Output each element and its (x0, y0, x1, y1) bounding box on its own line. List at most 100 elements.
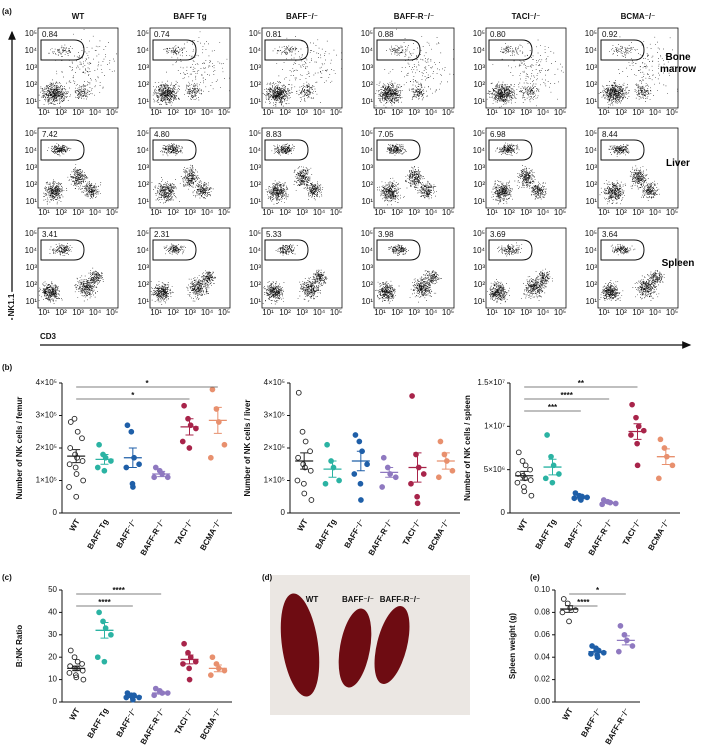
x-tick-label: BCMA⁻/⁻ (198, 707, 223, 742)
gate-percentage: 0.81 (266, 30, 282, 39)
flow-y-tick-label: 10⁵ (137, 129, 149, 138)
data-point (67, 647, 74, 654)
nk-gate (264, 139, 309, 161)
error-bar (605, 501, 614, 504)
flow-x-tick-label: 10¹ (262, 108, 274, 117)
data-point (364, 461, 370, 468)
data-point (74, 428, 81, 435)
flow-x-tick-label: 10¹ (150, 208, 162, 217)
flow-x-tick-label: 10⁵ (554, 208, 566, 217)
plot-frame (373, 227, 455, 309)
flow-y-tick-label: 10² (249, 80, 261, 89)
panel-label: (d) (262, 573, 273, 582)
error-bar (128, 694, 137, 699)
data-point (629, 401, 635, 408)
y-tick-label: 0 (53, 508, 58, 517)
error-bar (185, 654, 194, 665)
data-point (392, 474, 399, 481)
flow-y-tick-label: 10³ (249, 163, 261, 172)
nk-gate (264, 39, 309, 61)
y-tick-label: 0 (281, 508, 286, 517)
data-point (130, 696, 136, 703)
flow-y-tick-label: 10⁴ (249, 246, 262, 255)
plot-frame (373, 127, 455, 209)
flow-y-tick-label: 10³ (137, 63, 149, 72)
flow-x-tick-label: 10¹ (38, 208, 50, 217)
event-dots (486, 39, 564, 108)
flow-x-tick-label: 10⁴ (425, 308, 438, 317)
gate-percentage: 8.83 (266, 130, 282, 139)
data-point (73, 674, 80, 681)
data-point (295, 454, 301, 461)
flow-y-tick-label: 10¹ (25, 97, 37, 106)
data-point (549, 479, 556, 486)
x-tick-label: TACI⁻/⁻ (621, 518, 643, 547)
event-dots (375, 244, 442, 304)
plot-frame (37, 227, 119, 309)
gate-percentage: 3.64 (602, 230, 618, 239)
nk-gate (600, 39, 645, 61)
data-point (379, 484, 386, 490)
nk-gate (40, 139, 85, 161)
genotype-header: BAFF Tg (173, 12, 206, 21)
flow-y-tick-label: 10⁵ (25, 29, 37, 38)
error-bar (128, 447, 137, 468)
flow-y-tick-label: 10⁵ (137, 229, 149, 238)
genotype-header: BAFF⁻/⁻ (286, 12, 318, 21)
flow-x-tick-label: 10³ (408, 108, 420, 117)
nk-gate (600, 239, 645, 261)
data-point (308, 497, 315, 503)
flow-y-tick-label: 10¹ (249, 297, 261, 306)
flow-x-tick-label: 10⁵ (330, 108, 342, 117)
data-point (74, 454, 80, 461)
data-point (435, 474, 442, 481)
flow-y-tick-label: 10³ (361, 263, 373, 272)
flow-x-tick-label: 10² (615, 308, 627, 317)
y-tick-label: 50 (48, 585, 57, 594)
x-tick-label: BAFF⁻/⁻ (115, 518, 139, 550)
flow-y-tick-label: 10³ (249, 63, 261, 72)
flow-x-tick-label: 10² (279, 208, 291, 217)
flow-y-tick-label: 10⁵ (585, 29, 597, 38)
flow-x-tick-label: 10⁵ (666, 308, 678, 317)
flow-y-tick-label: 10² (473, 280, 485, 289)
data-point (629, 643, 636, 649)
x-tick-label: BAFF⁻/⁻ (343, 518, 367, 550)
spleen-photo (280, 593, 320, 697)
data-point (80, 477, 86, 484)
gate-percentage: 6.98 (490, 130, 506, 139)
data-point (181, 402, 187, 409)
y-axis-label: Spleen weight (g) (508, 613, 517, 680)
flow-x-tick-label: 10² (615, 108, 627, 117)
y-tick-label: 0 (53, 697, 58, 706)
data-point (79, 661, 85, 667)
flow-y-tick-label: 10³ (25, 163, 37, 172)
error-bar (300, 452, 309, 470)
data-point (414, 493, 420, 500)
x-tick-label: BAFF⁻/⁻ (563, 518, 587, 550)
data-point (515, 449, 522, 456)
x-tick-label: TACI⁻/⁻ (173, 518, 195, 547)
data-point (571, 495, 578, 502)
flow-x-tick-label: 10¹ (486, 308, 498, 317)
plot-frame (485, 127, 567, 209)
data-point (515, 471, 521, 477)
flow-y-tick-label: 10⁵ (25, 229, 37, 238)
flow-y-tick-label: 10³ (473, 63, 485, 72)
event-dots (375, 28, 454, 108)
nk-gate (376, 139, 421, 161)
flow-x-tick-label: 10¹ (598, 108, 610, 117)
genotype-header: BAFF-R⁻/⁻ (394, 12, 434, 21)
data-point (221, 441, 228, 448)
flow-x-tick-label: 10¹ (262, 308, 274, 317)
flow-y-tick-label: 10⁵ (473, 229, 485, 238)
data-point (294, 477, 301, 484)
flow-x-tick-label: 10³ (408, 208, 420, 217)
x-tick-label: WT (561, 706, 575, 721)
data-point (612, 500, 619, 507)
y-tick-label: 10 (48, 675, 57, 684)
data-point (130, 484, 136, 490)
data-point (307, 467, 314, 474)
nk-gate (376, 239, 421, 261)
flow-y-tick-label: 10² (249, 280, 261, 289)
